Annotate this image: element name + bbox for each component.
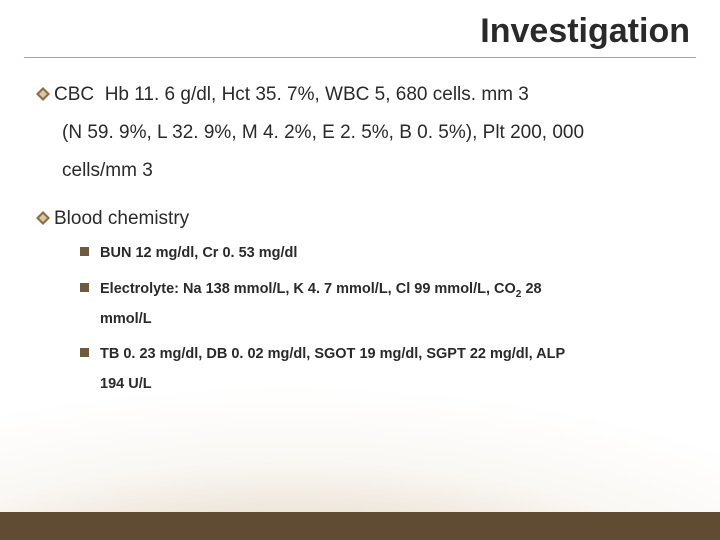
sub-item-after: 28 xyxy=(521,281,541,297)
slide-title: Investigation xyxy=(24,12,696,55)
sub-item-cont: mmol/L xyxy=(100,306,696,334)
section-cont-line: (N 59. 9%, L 32. 9%, M 4. 2%, E 2. 5%, B… xyxy=(62,114,696,152)
title-underline xyxy=(24,57,696,58)
diamond-bullet-icon xyxy=(36,87,50,101)
sub-item: Electrolyte: Na 138 mmol/L, K 4. 7 mmol/… xyxy=(80,276,696,334)
sub-item: BUN 12 mg/dl, Cr 0. 53 mg/dl xyxy=(80,240,696,268)
square-bullet-icon xyxy=(80,283,89,292)
diamond-bullet-icon xyxy=(36,211,50,225)
sub-item: TB 0. 23 mg/dl, DB 0. 02 mg/dl, SGOT 19 … xyxy=(80,341,696,398)
section: CBC Hb 11. 6 g/dl, Hct 35. 7%, WBC 5, 68… xyxy=(32,76,696,190)
footer-bar xyxy=(0,512,720,540)
section-first-line: CBC Hb 11. 6 g/dl, Hct 35. 7%, WBC 5, 68… xyxy=(36,76,696,114)
square-bullet-icon xyxy=(80,247,89,256)
square-bullet-icon xyxy=(80,348,89,357)
section-lead: CBC xyxy=(54,84,94,105)
slide-content: Investigation CBC Hb 11. 6 g/dl, Hct 35.… xyxy=(0,0,720,398)
sub-item-cont: 194 U/L xyxy=(100,371,696,399)
sub-item-text: TB 0. 23 mg/dl, DB 0. 02 mg/dl, SGOT 19 … xyxy=(100,346,565,362)
section-lead: Blood chemistry xyxy=(54,208,189,229)
section-cont-line: cells/mm 3 xyxy=(62,152,696,190)
sub-item-text: Electrolyte: Na 138 mmol/L, K 4. 7 mmol/… xyxy=(100,281,516,297)
section: Blood chemistry BUN 12 mg/dl, Cr 0. 53 mg… xyxy=(32,200,696,398)
sub-list: BUN 12 mg/dl, Cr 0. 53 mg/dl Electrolyte:… xyxy=(80,240,696,398)
section-first-line: Blood chemistry xyxy=(36,200,696,238)
sub-item-text: BUN 12 mg/dl, Cr 0. 53 mg/dl xyxy=(100,245,297,261)
section-text: Hb 11. 6 g/dl, Hct 35. 7%, WBC 5, 680 ce… xyxy=(105,84,529,105)
